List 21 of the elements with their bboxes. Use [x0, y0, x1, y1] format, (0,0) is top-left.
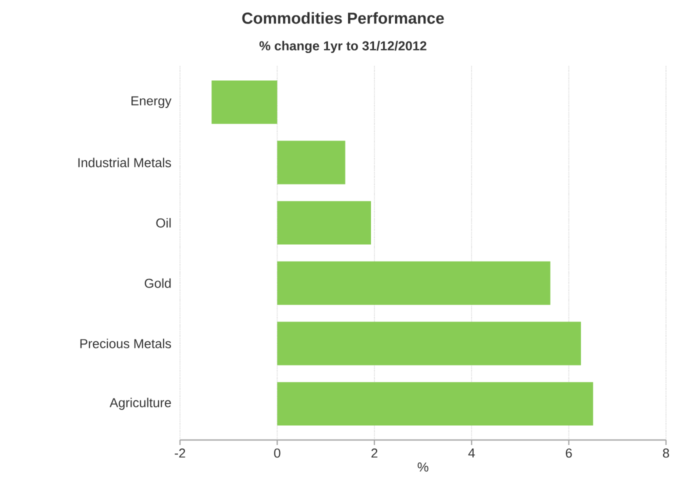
x-tick-label: 0: [274, 448, 280, 458]
y-tick-label: Agriculture: [110, 398, 171, 410]
bar: [277, 201, 372, 245]
y-tick-label: Industrial Metals: [78, 158, 172, 168]
chart-subtitle: % change 1yr to 31/12/2012: [259, 40, 426, 54]
y-tick-label: Oil: [156, 218, 171, 228]
bar: [212, 80, 278, 124]
x-tick-label: 2: [371, 448, 378, 458]
bar: [277, 382, 594, 426]
x-tick-label: 6: [566, 448, 572, 458]
bar: [277, 261, 550, 305]
x-tick-label: 4: [468, 448, 475, 458]
bar: [277, 322, 581, 366]
x-tick-label: -2: [174, 448, 186, 458]
bar: [277, 140, 346, 184]
x-axis-title: %: [418, 462, 428, 472]
y-tick-label: Precious Metals: [80, 338, 172, 348]
chart-title: Commodities Performance: [242, 12, 444, 24]
y-tick-label: Energy: [132, 96, 172, 108]
y-tick-label: Gold: [144, 278, 171, 288]
x-tick-label: 8: [662, 448, 670, 458]
